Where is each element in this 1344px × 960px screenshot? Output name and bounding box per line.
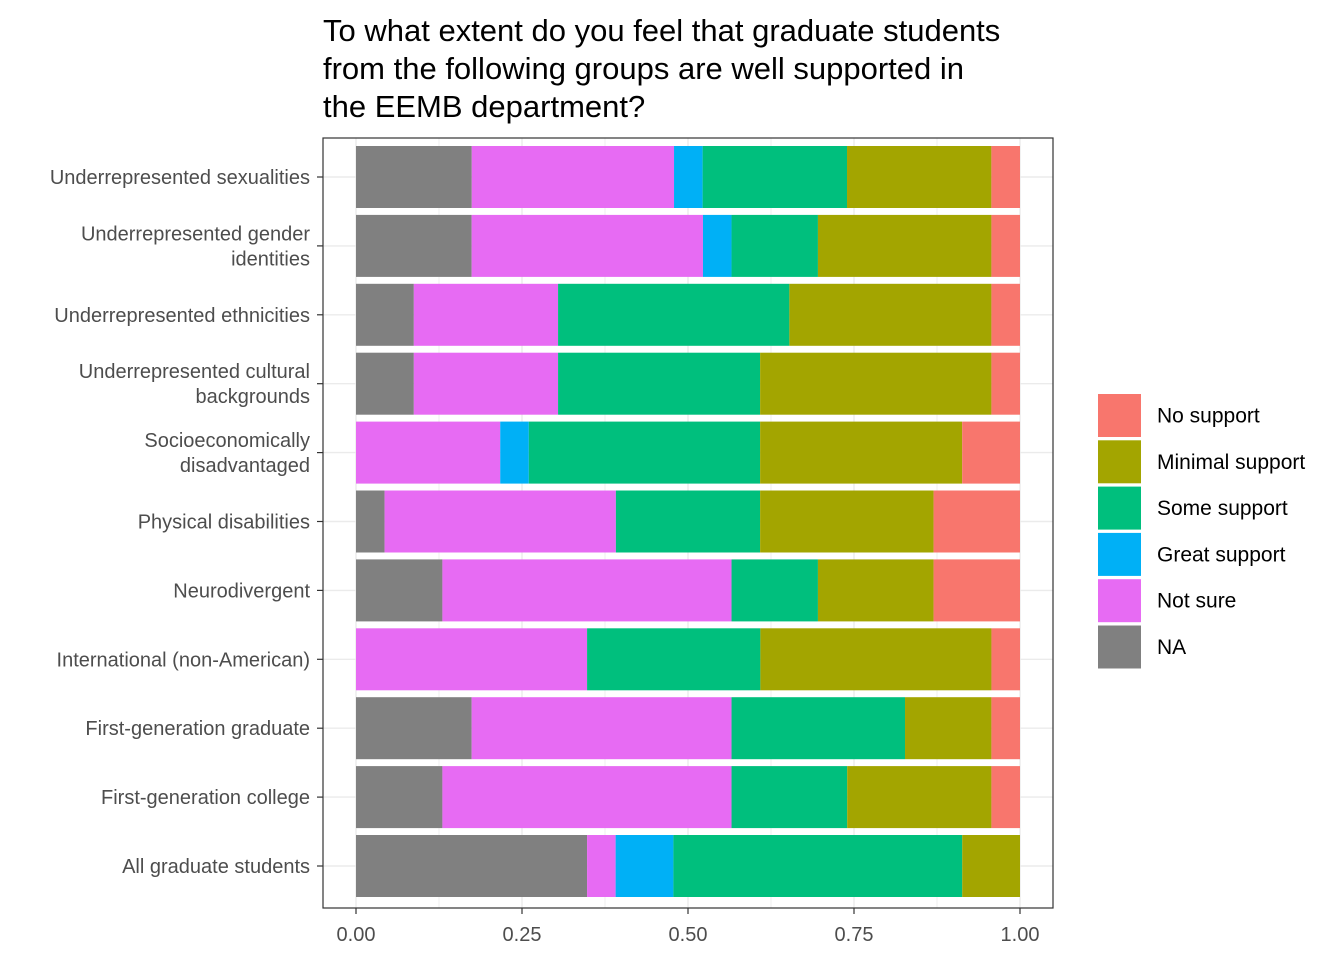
bar-segment-some-support: [731, 214, 818, 277]
legend-label: Some support: [1157, 497, 1288, 520]
y-tick-label: Underrepresented sexualities: [50, 167, 310, 189]
legend-key-not-sure: [1098, 579, 1141, 623]
bar-segment-not-sure: [442, 766, 732, 829]
bar-segment-na: [356, 490, 385, 553]
legend: No support Minimal support Some support Gre…: [1098, 394, 1305, 669]
x-tick-label: 0.00: [337, 924, 376, 946]
legend-label: Minimal support: [1157, 451, 1305, 474]
bar-segment-minimal-support: [905, 697, 992, 760]
chart-title-line-3: the EEMB department?: [323, 89, 645, 124]
bar-segment-not-sure: [442, 559, 732, 622]
bar-segment-not-sure: [356, 421, 501, 484]
x-tick-label: 0.50: [669, 924, 708, 946]
legend-key-no-support: [1098, 394, 1141, 437]
bar-segment-na: [356, 283, 414, 346]
bar-segment-not-sure: [587, 835, 616, 897]
bar-segment-minimal-support: [817, 214, 992, 277]
legend-label: Not sure: [1157, 590, 1236, 613]
bar-segment-no-support: [933, 559, 1020, 622]
bar-segment-some-support: [558, 283, 790, 346]
y-tick-label: Physical disabilities: [138, 512, 310, 534]
chart-title-line-2: from the following groups are well suppo…: [323, 51, 964, 86]
x-tick-label: 1.00: [1001, 924, 1040, 946]
bars: [356, 146, 1020, 897]
bar-segment-minimal-support: [789, 283, 992, 346]
legend-key-great-support: [1098, 532, 1141, 576]
legend-key-minimal-support: [1098, 440, 1141, 484]
y-tick-label: Socioeconomically: [144, 430, 310, 452]
y-tick-label: backgrounds: [195, 386, 310, 408]
bar-segment-minimal-support: [847, 146, 992, 208]
bar-segment-minimal-support: [962, 835, 1020, 897]
x-tick-label: 0.75: [835, 924, 874, 946]
y-tick-label: Underrepresented cultural: [79, 361, 310, 383]
bar-segment-not-sure: [471, 146, 675, 208]
y-tick-label: First-generation college: [101, 787, 310, 809]
bar-segment-not-sure: [384, 490, 616, 553]
bar-segment-great-support: [500, 421, 529, 484]
bar-segment-minimal-support: [760, 628, 992, 691]
bar-segment-some-support: [731, 697, 906, 760]
x-axis: 0.00 0.25 0.50 0.75 1.00: [337, 908, 1040, 946]
y-tick-label: Underrepresented gender: [81, 223, 310, 245]
bar-segment-some-support: [615, 490, 761, 553]
legend-key-some-support: [1098, 486, 1141, 530]
bar-segment-no-support: [991, 352, 1020, 415]
bar-segment-no-support: [991, 766, 1020, 829]
bar-segment-na: [356, 766, 443, 829]
legend-label: Great support: [1157, 543, 1286, 566]
bar-segment-not-sure: [471, 214, 703, 277]
y-tick-label: identities: [231, 248, 310, 270]
bar-segment-no-support: [991, 628, 1020, 691]
bar-segment-minimal-support: [847, 766, 992, 829]
bar-segment-minimal-support: [760, 421, 963, 484]
bar-segment-great-support: [615, 835, 674, 897]
bar-segment-na: [356, 559, 443, 622]
bar-segment-na: [356, 146, 472, 208]
y-tick-label: disadvantaged: [180, 455, 310, 477]
bar-segment-na: [356, 214, 472, 277]
bar-segment-not-sure: [356, 628, 588, 691]
bar-segment-no-support: [962, 421, 1020, 484]
y-tick-label: International (non-American): [57, 649, 310, 671]
bar-segment-minimal-support: [760, 352, 992, 415]
bar-segment-some-support: [587, 628, 761, 691]
bar-segment-minimal-support: [760, 490, 934, 553]
legend-label: NA: [1157, 636, 1186, 659]
bar-segment-minimal-support: [817, 559, 934, 622]
x-tick-label: 0.25: [503, 924, 542, 946]
bar-segment-no-support: [991, 214, 1020, 277]
bar-segment-na: [356, 697, 472, 760]
bar-segment-no-support: [991, 283, 1020, 346]
y-tick-label: First-generation graduate: [85, 718, 310, 740]
bar-segment-not-sure: [413, 352, 559, 415]
legend-key-na: [1098, 625, 1141, 669]
bar-segment-no-support: [991, 697, 1020, 760]
y-tick-label: Underrepresented ethnicities: [54, 305, 310, 327]
bar-segment-no-support: [933, 490, 1020, 553]
bar-segment-na: [356, 835, 588, 897]
bar-segment-great-support: [702, 214, 732, 277]
bar-segment-na: [356, 352, 414, 415]
chart-title-line-1: To what extent do you feel that graduate…: [323, 13, 1000, 48]
legend-label: No support: [1157, 405, 1260, 428]
bar-segment-great-support: [674, 146, 703, 208]
bar-segment-not-sure: [471, 697, 732, 760]
bar-segment-some-support: [528, 421, 761, 484]
y-axis: Underrepresented sexualities Underreprese…: [50, 167, 323, 878]
bar-segment-not-sure: [413, 283, 559, 346]
bar-segment-some-support: [558, 352, 761, 415]
bar-segment-some-support: [731, 766, 848, 829]
bar-segment-some-support: [702, 146, 848, 208]
y-tick-label: All graduate students: [122, 856, 310, 878]
bar-segment-some-support: [731, 559, 818, 622]
bar-segment-some-support: [673, 835, 963, 897]
bar-segment-no-support: [991, 146, 1020, 208]
y-tick-label: Neurodivergent: [173, 580, 310, 602]
